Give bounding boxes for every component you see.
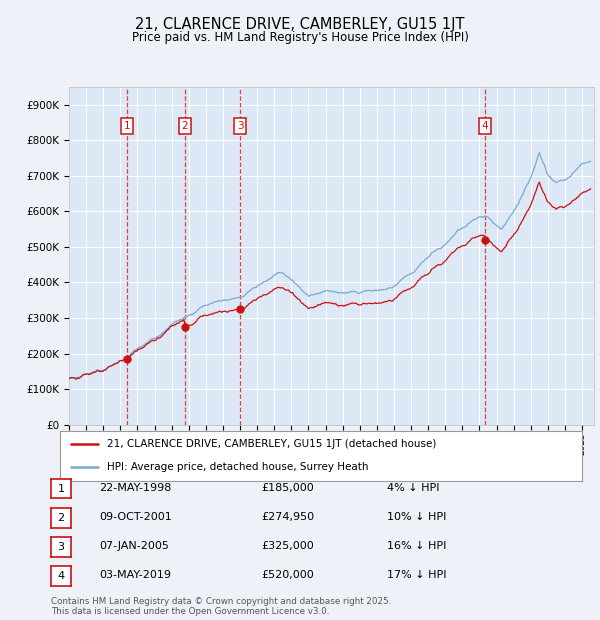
Text: Contains HM Land Registry data © Crown copyright and database right 2025.
This d: Contains HM Land Registry data © Crown c… [51, 597, 391, 616]
Text: Price paid vs. HM Land Registry's House Price Index (HPI): Price paid vs. HM Land Registry's House … [131, 31, 469, 44]
Text: 4% ↓ HPI: 4% ↓ HPI [387, 483, 439, 493]
Text: £520,000: £520,000 [261, 570, 314, 580]
Text: 3: 3 [58, 542, 64, 552]
Text: HPI: Average price, detached house, Surrey Heath: HPI: Average price, detached house, Surr… [107, 462, 368, 472]
Text: 17% ↓ HPI: 17% ↓ HPI [387, 570, 446, 580]
Text: 22-MAY-1998: 22-MAY-1998 [99, 483, 172, 493]
Text: 10% ↓ HPI: 10% ↓ HPI [387, 512, 446, 522]
Text: 1: 1 [124, 121, 130, 131]
Text: 1: 1 [58, 484, 64, 494]
Text: 07-JAN-2005: 07-JAN-2005 [99, 541, 169, 551]
Text: £325,000: £325,000 [261, 541, 314, 551]
Text: 3: 3 [237, 121, 244, 131]
Text: 2: 2 [58, 513, 64, 523]
Text: £185,000: £185,000 [261, 483, 314, 493]
Text: 4: 4 [482, 121, 488, 131]
Text: 21, CLARENCE DRIVE, CAMBERLEY, GU15 1JT (detached house): 21, CLARENCE DRIVE, CAMBERLEY, GU15 1JT … [107, 440, 436, 450]
Text: 2: 2 [181, 121, 188, 131]
Text: 09-OCT-2001: 09-OCT-2001 [99, 512, 172, 522]
Text: £274,950: £274,950 [261, 512, 314, 522]
Text: 16% ↓ HPI: 16% ↓ HPI [387, 541, 446, 551]
Text: 4: 4 [58, 571, 64, 581]
Text: 03-MAY-2019: 03-MAY-2019 [99, 570, 171, 580]
Text: 21, CLARENCE DRIVE, CAMBERLEY, GU15 1JT: 21, CLARENCE DRIVE, CAMBERLEY, GU15 1JT [135, 17, 465, 32]
